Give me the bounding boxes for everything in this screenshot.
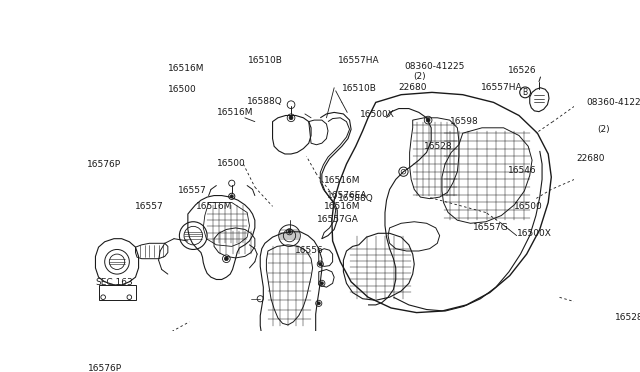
Text: 16557: 16557: [135, 202, 164, 211]
Text: 16598: 16598: [450, 117, 479, 126]
Text: 16557: 16557: [178, 186, 207, 195]
Text: 16528: 16528: [424, 142, 452, 151]
Text: 16588Q: 16588Q: [338, 194, 374, 203]
Text: 16576P: 16576P: [86, 160, 121, 169]
Text: 16516M: 16516M: [324, 176, 360, 185]
Text: 08360-41225: 08360-41225: [586, 98, 640, 107]
Circle shape: [230, 195, 234, 198]
Text: 16557GA: 16557GA: [317, 215, 358, 224]
Circle shape: [317, 302, 320, 305]
Text: 16557HA: 16557HA: [338, 56, 380, 65]
Circle shape: [319, 263, 322, 266]
Text: 16500: 16500: [217, 160, 246, 169]
Text: 22680: 22680: [399, 83, 427, 92]
Text: 16526: 16526: [508, 66, 536, 75]
Text: 16500: 16500: [168, 84, 196, 93]
Text: 22680: 22680: [577, 154, 605, 163]
Text: 16556: 16556: [294, 246, 323, 255]
Text: SEC.163: SEC.163: [95, 278, 133, 287]
Circle shape: [288, 230, 291, 233]
Text: 16576P: 16576P: [88, 363, 122, 372]
Circle shape: [225, 257, 228, 261]
Text: (2): (2): [413, 72, 426, 81]
Text: 16510B: 16510B: [248, 56, 283, 65]
Text: 16500X: 16500X: [360, 110, 395, 119]
Text: 16588Q: 16588Q: [246, 97, 282, 106]
Text: 16500: 16500: [515, 202, 543, 211]
Text: 16528: 16528: [615, 314, 640, 323]
Text: 16516M: 16516M: [324, 202, 360, 211]
Circle shape: [320, 282, 323, 285]
Text: 08360-41225: 08360-41225: [404, 62, 465, 71]
Bar: [99, 285, 136, 300]
Text: 16546: 16546: [508, 166, 536, 175]
Circle shape: [289, 116, 293, 120]
Text: 16576EA: 16576EA: [326, 190, 367, 199]
Text: 16516M: 16516M: [196, 202, 232, 211]
Text: 16516M: 16516M: [217, 108, 253, 117]
Circle shape: [426, 118, 430, 122]
Text: B: B: [522, 88, 528, 97]
Text: 16500X: 16500X: [516, 229, 552, 238]
Text: 16510B: 16510B: [342, 84, 377, 93]
Text: 16516M: 16516M: [168, 64, 204, 74]
Text: (2): (2): [598, 125, 610, 134]
Text: 16557HA: 16557HA: [481, 83, 522, 92]
Text: 16557G: 16557G: [474, 223, 509, 232]
